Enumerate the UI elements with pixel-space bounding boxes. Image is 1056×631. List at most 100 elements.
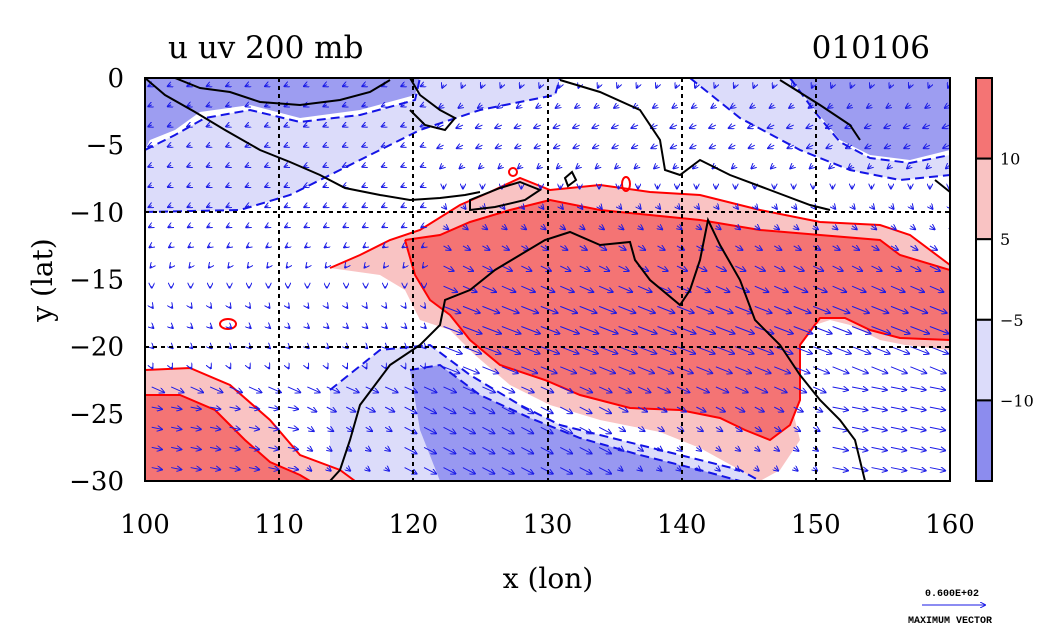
wind-vector [440,165,443,168]
wind-vector [793,265,804,271]
wind-vector [618,386,631,392]
wind-vector [169,246,171,248]
wind-vector [405,306,406,308]
wind-vector [268,468,278,470]
wind-vector [327,347,329,349]
wind-vector [929,427,945,430]
wind-vector [458,105,463,108]
wind-vector [385,468,389,471]
wind-vector [693,165,696,168]
wind-vector [929,407,945,410]
wind-vector [307,406,316,412]
wind-vector [754,265,765,271]
wind-vector [382,165,385,167]
wind-vector [382,206,385,208]
wind-vector [307,386,319,392]
wind-vector [929,305,947,313]
wind-vector [478,105,483,108]
grid-lines [145,78,950,481]
wind-vector [910,246,917,250]
wind-vector [890,427,906,430]
wind-vector [794,447,799,450]
wind-vector [754,366,771,373]
wind-vector [579,246,587,250]
wind-vector [424,306,425,308]
wind-vector [612,145,619,148]
wind-vector [382,105,385,107]
wind-vector [754,406,764,412]
wind-vector [598,426,611,433]
wind-vector [926,165,929,168]
wind-vector [227,246,229,248]
wind-vector [560,226,565,230]
wind-vector [618,265,629,271]
wind-vector [171,407,181,409]
wind-vector [424,367,425,369]
x-tick-label: 160 [925,510,975,540]
wind-vector [657,305,675,313]
wind-vector [366,327,368,329]
wind-vector [619,226,624,230]
wind-vector [774,305,791,313]
wind-vector [598,326,618,334]
wind-vector [287,468,298,470]
wind-vector [560,446,572,453]
wind-vector [676,326,696,334]
wind-vector [229,447,240,449]
wind-vector [910,305,927,313]
wind-vector [187,105,190,107]
wind-vector [537,165,540,168]
wind-vector [267,266,268,268]
wind-vector [890,85,891,88]
wind-vector [482,386,494,392]
wind-vector [809,105,814,108]
wind-vector [152,367,153,369]
wind-vector [230,367,231,369]
wind-vector [871,265,882,271]
wind-vector [265,206,268,208]
wind-vector [521,446,533,453]
colorbar-segment [975,77,993,160]
wind-vector [943,125,950,128]
wind-vector [207,206,210,208]
wind-vector [230,347,232,349]
wind-vector [248,447,259,449]
wind-vector [871,246,879,250]
wind-vector [362,85,365,87]
wind-vector [676,386,689,392]
wind-vector [323,125,326,127]
wind-vector [729,125,736,128]
wind-vector [754,386,767,392]
wind-vector [619,447,624,450]
wind-vector [209,386,222,392]
wind-vector [658,468,662,471]
wind-vector [677,226,682,230]
wind-vector [696,326,715,334]
wind-vector [832,427,848,430]
wind-vector [421,185,424,187]
wind-vector [560,265,570,271]
wind-vector [789,105,794,108]
wind-vector [793,326,813,334]
wind-vector [794,226,799,230]
wind-vector [833,226,838,230]
wind-vector [715,366,732,373]
wind-vector [885,145,892,148]
wind-vector [773,427,780,431]
wind-vector [891,226,896,230]
wind-vector [151,386,164,392]
wind-vector [732,165,735,168]
wind-vector [598,446,611,453]
wind-vector [812,427,819,431]
colorbar-segment [975,399,993,482]
wind-vector [618,246,626,250]
wind-vector [460,165,463,168]
wind-vector [521,386,533,392]
wind-vector [851,305,869,313]
wind-vector [540,305,558,313]
wind-vector [929,85,930,88]
x-axis-ticks: 100 110 120 130 140 150 160 [120,510,975,540]
wind-vector [709,125,717,128]
wind-vector [787,125,794,128]
wind-vector [327,447,332,450]
